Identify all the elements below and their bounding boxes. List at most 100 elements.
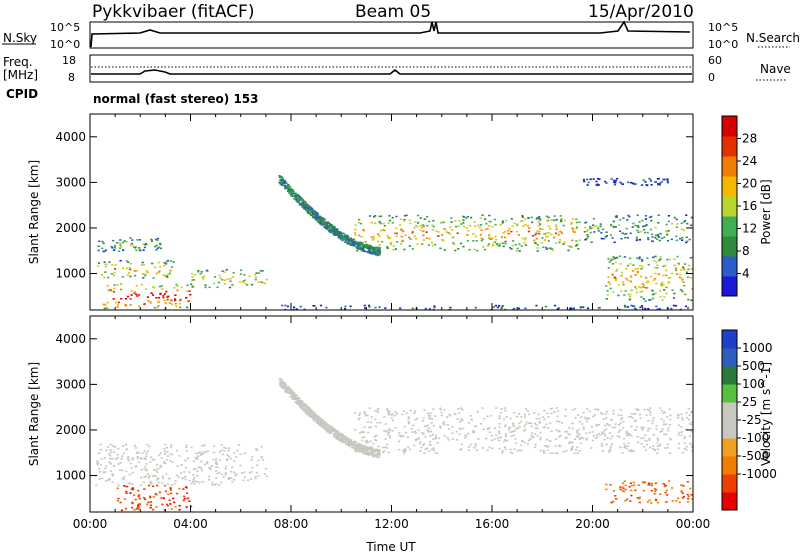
power-echo-0 [155,248,158,251]
nsky-trace [90,20,691,48]
velocity-echo-0 [188,471,191,473]
power-echo-5 [515,250,519,252]
velocity-echo-0 [136,452,139,454]
power-echo-2 [158,296,161,299]
velocity-echo-3 [612,500,615,503]
power-echo-6 [663,236,666,238]
power-echo-6 [680,228,683,231]
velocity-echo-1 [131,506,134,509]
velocity-echo-2 [576,432,579,434]
power-echo-5 [508,227,511,230]
velocity-echo-2 [453,413,456,415]
cbar-tick-label: 25 [742,395,757,409]
velocity-echo-2 [501,452,504,454]
velocity-echo-2 [595,423,598,426]
velocity-echo-0 [224,447,227,449]
power-echo-5 [411,248,414,250]
power-echo-5 [404,214,407,217]
velocity-echo-arc [304,410,307,413]
power-echo-1 [128,267,131,269]
velocity-echo-arc [313,413,316,415]
power-echo-arc [339,236,342,239]
power-echo-0 [113,247,116,249]
power-echo-3 [212,282,216,285]
power-echo-5 [494,235,497,238]
velocity-echo-arc [362,447,365,449]
power-echo-0 [135,249,138,252]
velocity-echo-2 [570,448,573,450]
power-echo-6 [598,230,601,232]
power-echo-1 [165,263,168,265]
velocity-echo-2 [457,408,460,410]
velocity-echo-2 [545,438,549,441]
velocity-echo-1 [132,488,135,491]
velocity-echo-2 [677,433,680,436]
velocity-echo-0 [218,451,221,453]
power-echo-8 [583,180,586,183]
velocity-echo-arc [366,450,369,453]
power-echo-5 [486,228,489,230]
power-echo-7 [607,276,610,278]
power-echo-arc [316,218,319,220]
velocity-echo-0 [230,477,233,480]
power-echo-arc [308,209,311,211]
velocity-echo-2 [690,446,693,448]
velocity-echo-arc [365,449,368,452]
power-echo-7 [641,258,644,261]
power-echo-5 [422,225,425,228]
velocity-echo-2 [495,434,498,437]
power-echo-1 [158,270,161,273]
power-echo-5 [491,245,494,247]
power-echo-7 [662,265,665,268]
power-echo-arc [374,252,377,255]
velocity-echo-2 [643,408,646,411]
power-echo-arc [285,186,288,189]
power-echo-5 [511,244,514,247]
power-echo-2 [104,304,107,306]
velocity-echo-2 [400,435,403,438]
velocity-echo-1 [131,487,134,489]
power-echo-1 [146,271,149,273]
power-echo-5 [354,224,357,226]
velocity-echo-2 [521,439,524,442]
velocity-echo-1 [190,505,193,508]
velocity-echo-0 [227,447,231,449]
power-echo-arc [298,204,301,206]
velocity-echo-0 [197,466,200,469]
power-echo-7 [614,257,617,259]
velocity-echo-2 [366,421,370,423]
velocity-echo-0 [176,465,179,467]
velocity-echo-1 [149,506,152,509]
velocity-echo-0 [105,449,108,452]
power-echo-7 [614,279,617,282]
velocity-echo-2 [555,420,559,422]
power-echo-6 [648,216,651,219]
power-echo-2 [178,299,181,302]
velocity-echo-0 [180,464,183,466]
power-echo-5 [364,241,367,243]
power-echo-3 [254,276,257,278]
velocity-echo-3 [676,497,679,500]
velocity-echo-2 [413,430,416,433]
velocity-echo-arc [349,442,352,445]
velocity-echo-2 [680,426,683,428]
power-echo-7 [658,290,662,292]
velocity-echo-arc [349,440,352,442]
power-echo-4 [498,305,501,307]
power-echo-5 [449,226,452,228]
power-echo-3 [191,279,194,281]
power-echo-arc [284,185,287,188]
power-echo-4 [658,307,661,310]
velocity-echo-3 [650,484,653,487]
power-echo-8 [642,179,645,181]
power-echo-6 [685,214,688,216]
velocity-echo-2 [467,446,470,448]
velocity-echo-3 [622,487,625,490]
velocity-echo-2 [666,446,669,449]
power-echo-4 [286,305,290,308]
velocity-echo-arc [318,417,321,419]
power-echo-5 [557,233,560,236]
velocity-echo-0 [154,475,157,477]
power-echo-5 [502,232,505,234]
velocity-echo-arc [326,430,329,432]
